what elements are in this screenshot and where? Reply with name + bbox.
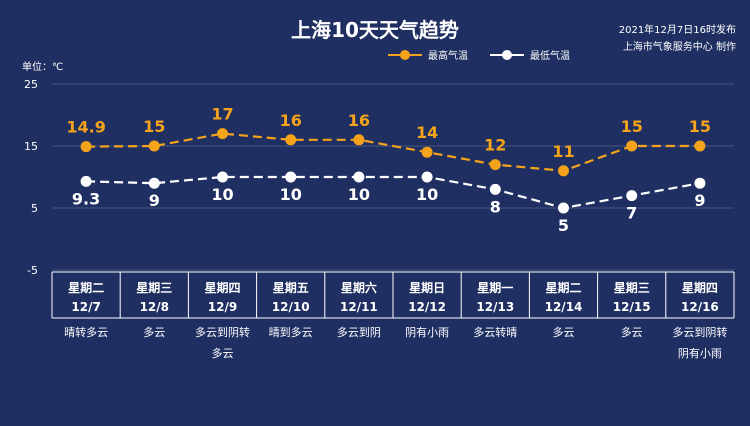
day-weather: 多云转晴 (473, 325, 517, 339)
day-date: 12/16 (681, 300, 719, 314)
day-weekday: 星期六 (341, 280, 377, 295)
data-label-high: 14.9 (66, 118, 105, 137)
data-point-high (353, 134, 365, 146)
data-point-high (489, 159, 501, 171)
series-line-low (86, 175, 701, 210)
chart-legend: 最高气温 最低气温 (388, 47, 592, 62)
legend-item-low: 最低气温 (490, 47, 570, 62)
data-point-low (285, 171, 297, 183)
data-point-low (148, 177, 160, 189)
day-weather: 多云到阴转 (195, 325, 250, 339)
data-point-high (694, 140, 706, 152)
data-point-low (558, 202, 569, 214)
data-point-low (217, 171, 228, 183)
data-label-low: 10 (348, 185, 370, 204)
data-label-high: 14 (416, 123, 438, 142)
data-label-low: 9 (694, 191, 705, 210)
series-line-high (86, 132, 700, 172)
day-weather: 多云 (143, 325, 165, 339)
day-weekday: 星期四 (682, 280, 718, 295)
legend-label-low: 最低气温 (530, 51, 570, 62)
page-title: 上海10天天气趋势 (291, 18, 459, 42)
y-tick-label: -5 (27, 264, 38, 277)
data-label-low: 10 (280, 185, 302, 204)
day-weekday: 星期日 (409, 280, 445, 295)
legend-marker-high-icon (388, 49, 422, 60)
day-date: 12/8 (140, 300, 169, 314)
data-point-low (626, 190, 638, 202)
day-weather: 多云 (553, 325, 575, 339)
day-weather: 晴到多云 (269, 325, 313, 339)
data-label-high: 17 (211, 105, 233, 124)
day-date: 12/7 (71, 300, 100, 314)
legend-label-high: 最高气温 (428, 51, 468, 62)
data-point-low (489, 183, 501, 195)
data-point-low (353, 171, 365, 183)
day-weekday: 星期四 (204, 280, 240, 295)
data-label-low: 10 (416, 185, 438, 204)
day-date: 12/14 (545, 300, 583, 314)
publish-info: 2021年12月7日16时发布 上海市气象服务中心 制作 (619, 22, 736, 56)
data-point-low (80, 175, 92, 187)
y-tick-label: 15 (24, 140, 38, 153)
data-point-high (626, 140, 638, 152)
day-weather: 晴转多云 (64, 325, 108, 339)
legend-item-high: 最高气温 (388, 47, 468, 62)
unit-label: 单位：℃ (22, 62, 64, 73)
data-label-low: 5 (558, 216, 569, 235)
data-label-high: 12 (484, 136, 506, 155)
data-point-high (217, 128, 228, 140)
y-tick-label: 25 (24, 78, 38, 91)
data-point-low (421, 171, 433, 183)
data-label-high: 16 (280, 111, 302, 130)
data-label-low: 10 (211, 185, 233, 204)
day-weather: 多云 (212, 346, 234, 360)
data-point-low (694, 177, 706, 189)
data-label-low: 9.3 (72, 189, 100, 208)
data-point-high (558, 165, 569, 177)
day-weekday: 星期一 (477, 280, 513, 295)
day-weather: 阴有小雨 (405, 325, 449, 339)
data-point-high (285, 134, 297, 146)
data-point-high (421, 146, 433, 158)
day-weekday: 星期二 (68, 280, 104, 295)
data-point-high (148, 140, 160, 152)
data-label-low: 8 (490, 197, 501, 216)
data-label-low: 9 (149, 191, 160, 210)
data-label-high: 15 (143, 117, 165, 136)
day-date: 12/12 (408, 300, 446, 314)
day-date: 12/11 (340, 300, 378, 314)
day-date: 12/13 (476, 300, 514, 314)
data-label-low: 7 (626, 204, 637, 223)
day-date: 12/15 (613, 300, 651, 314)
data-label-high: 11 (552, 142, 574, 161)
publish-time: 2021年12月7日16时发布 (618, 25, 736, 36)
data-point-high (80, 141, 92, 153)
legend-marker-low-icon (490, 49, 524, 60)
day-weekday: 星期三 (136, 280, 172, 295)
day-date: 12/10 (272, 300, 310, 314)
data-label-high: 15 (689, 117, 711, 136)
day-weather: 阴有小雨 (678, 346, 722, 360)
day-weather: 多云到阴转 (672, 325, 727, 339)
data-label-high: 15 (621, 117, 643, 136)
data-label-high: 16 (348, 111, 370, 130)
day-weekday: 星期三 (614, 280, 650, 295)
day-date: 12/9 (208, 300, 237, 314)
publisher: 上海市气象服务中心 制作 (622, 42, 736, 53)
y-tick-label: 5 (31, 202, 38, 215)
day-weather: 多云到阴 (337, 325, 381, 339)
day-weather: 多云 (621, 325, 643, 339)
day-weekday: 星期二 (545, 280, 581, 295)
day-weekday: 星期五 (273, 280, 309, 295)
